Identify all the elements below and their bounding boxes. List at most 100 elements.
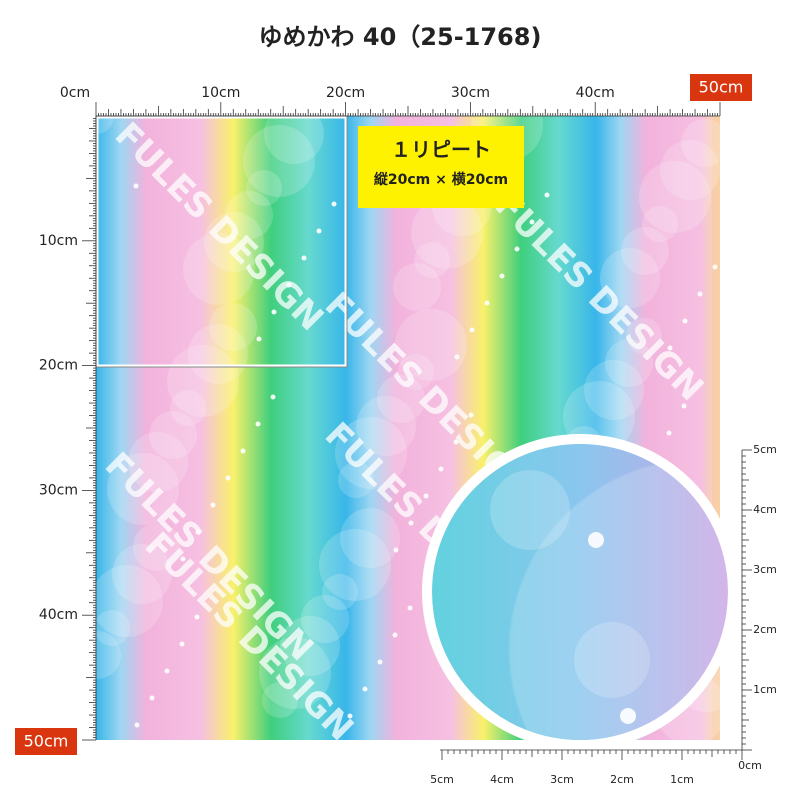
- bokeh: [340, 508, 400, 568]
- zoom-ring: [422, 434, 738, 750]
- bokeh: [414, 242, 450, 278]
- bokeh: [107, 453, 179, 525]
- zoom-bottom-label: 4cm: [490, 773, 514, 786]
- zoom-bokeh: [490, 470, 570, 550]
- sparkle: [240, 448, 246, 454]
- heart-pattern: [8, 1, 720, 740]
- bokeh: [149, 411, 197, 459]
- sparkle: [393, 547, 399, 553]
- sparkle: [210, 502, 216, 508]
- ruler-top-label: 20cm: [326, 85, 365, 101]
- sparkle: [271, 309, 277, 315]
- zoom-right-label: 3cm: [753, 563, 777, 576]
- bokeh: [204, 212, 264, 272]
- sparkle: [514, 246, 520, 252]
- ruler-left-label: 20cm: [39, 358, 78, 374]
- bokeh: [133, 523, 181, 571]
- repeat-size: 縦20cm × 横20cm: [374, 171, 508, 188]
- bokeh: [621, 227, 669, 275]
- bokeh: [209, 303, 257, 351]
- bokeh: [246, 170, 282, 206]
- bokeh: [642, 206, 678, 242]
- bokeh: [96, 610, 130, 646]
- bokeh: [183, 233, 255, 305]
- bokeh: [338, 462, 374, 498]
- sparkle: [453, 439, 459, 445]
- ruler-left-label: 40cm: [39, 607, 78, 623]
- ruler-top-label: 0cm: [60, 85, 90, 101]
- ruler-top-label: 10cm: [201, 85, 240, 101]
- end-label-top: 50cm: [699, 78, 744, 97]
- bokeh: [584, 360, 644, 420]
- bokeh: [356, 396, 416, 456]
- bokeh: [96, 631, 121, 679]
- end-label-left: 50cm: [24, 732, 69, 751]
- zoom-right-label: 4cm: [753, 503, 777, 516]
- bokeh: [301, 595, 349, 643]
- sparkle: [681, 403, 687, 409]
- sparkle: [270, 394, 276, 400]
- bokeh: [243, 125, 315, 197]
- sparkle: [392, 632, 398, 638]
- sparkle: [484, 300, 490, 306]
- sparkle: [454, 354, 460, 360]
- bokeh: [681, 119, 720, 167]
- sparkle: [438, 466, 444, 472]
- bokeh: [322, 574, 358, 610]
- bokeh: [411, 197, 483, 269]
- repeat-frame: [95, 115, 348, 368]
- sparkle: [499, 273, 505, 279]
- sparkle: [469, 327, 475, 333]
- zoom-circle: [432, 444, 728, 740]
- zoom-sparkle: [620, 708, 636, 724]
- sparkle: [362, 686, 368, 692]
- bokeh: [96, 116, 114, 134]
- sparkle: [682, 318, 688, 324]
- sparkle: [256, 336, 262, 342]
- zoom-sparkle: [588, 532, 604, 548]
- sparkle: [286, 282, 292, 288]
- fabric-edge: [712, 116, 720, 740]
- bokeh: [600, 248, 660, 308]
- sparkle: [149, 695, 155, 701]
- zoom-right-label: 2cm: [753, 623, 777, 636]
- sparkle: [179, 641, 185, 647]
- end-badge-top: [690, 74, 752, 101]
- sparkle: [333, 1, 338, 6]
- bokeh: [128, 432, 188, 492]
- bokeh: [96, 565, 163, 637]
- sparkle: [133, 183, 139, 189]
- bokeh: [335, 417, 407, 489]
- ruler-left-label: 10cm: [39, 233, 78, 249]
- bokeh: [626, 318, 662, 354]
- bokeh: [188, 324, 248, 384]
- end-badge-left: [15, 728, 77, 755]
- sparkle: [377, 659, 383, 665]
- bokeh: [395, 309, 467, 381]
- bokeh: [170, 390, 206, 426]
- bokeh: [167, 345, 239, 417]
- sparkle: [408, 520, 414, 526]
- sparkle: [529, 219, 535, 225]
- sparkle: [23, 211, 28, 216]
- bokeh: [377, 375, 425, 423]
- bokeh: [280, 616, 340, 676]
- repeat-label-box: [358, 126, 524, 208]
- ruler-top-label: 30cm: [451, 85, 490, 101]
- zoom-bottom-label: 1cm: [670, 773, 694, 786]
- zoom-bottom-label: 2cm: [610, 773, 634, 786]
- sparkle: [667, 345, 673, 351]
- repeat-title: １リピート: [391, 138, 491, 162]
- ruler-top-label: 40cm: [576, 85, 615, 101]
- sparkle: [8, 238, 13, 243]
- title: ゆめかわ 40（25-1768): [259, 23, 542, 51]
- bokeh: [605, 339, 653, 387]
- zoom-bottom-label: 5cm: [430, 773, 454, 786]
- bokeh: [398, 354, 434, 390]
- zoom-view: [422, 434, 738, 750]
- sparkle: [194, 614, 200, 620]
- bokeh: [112, 544, 172, 604]
- sparkle: [301, 255, 307, 261]
- sparkle: [255, 421, 261, 427]
- sparkle: [195, 529, 201, 535]
